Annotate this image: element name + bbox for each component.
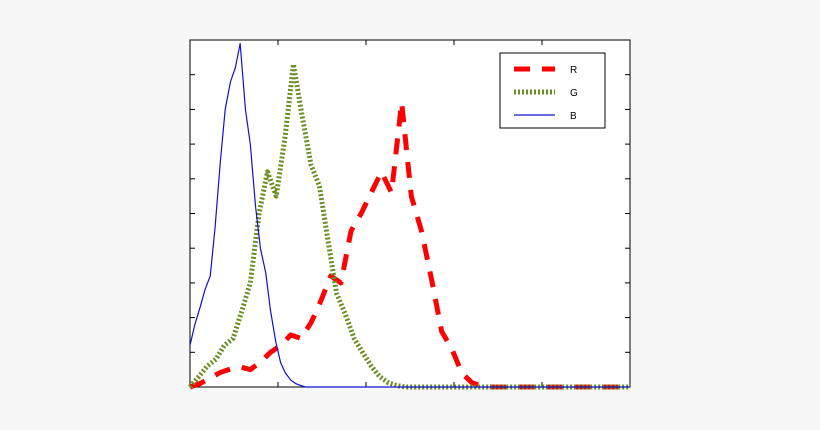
- legend-label-r: R: [570, 65, 577, 76]
- series-line-b: [189, 42, 630, 388]
- legend-label-g: G: [570, 88, 578, 99]
- legend-label-b: B: [570, 111, 577, 122]
